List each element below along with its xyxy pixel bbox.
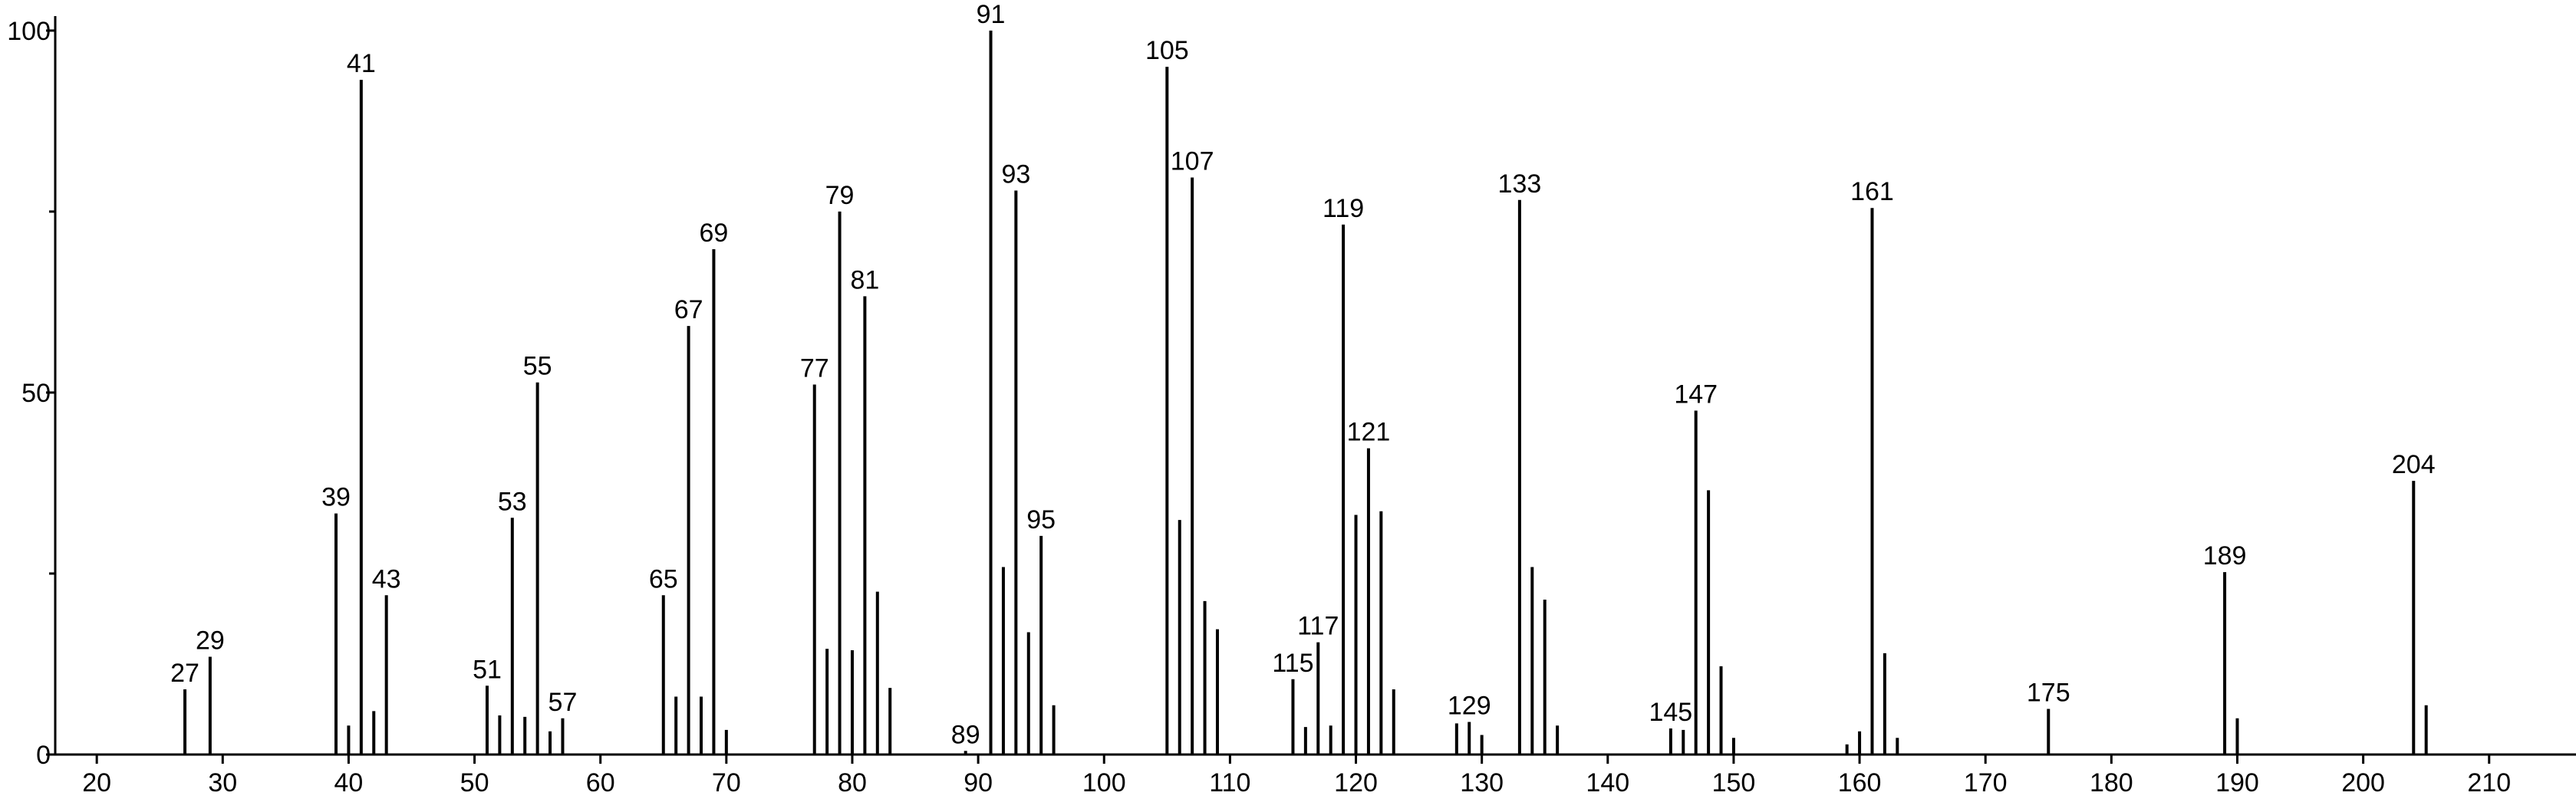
peak-label: 51 (473, 655, 502, 684)
x-tick-label: 190 (2215, 768, 2259, 797)
peak-label: 105 (1145, 36, 1189, 65)
peak-label: 175 (2027, 679, 2070, 708)
peak-label: 69 (700, 219, 729, 248)
x-tick-label: 50 (460, 768, 489, 797)
peak-label: 161 (1850, 177, 1894, 206)
peak-label: 133 (1498, 169, 1542, 199)
x-tick-label: 130 (1460, 768, 1504, 797)
x-tick-label: 20 (82, 768, 111, 797)
x-tick-label: 110 (1209, 768, 1250, 797)
x-tick-label: 100 (1082, 768, 1126, 797)
x-tick-label: 90 (964, 768, 993, 797)
peak-label: 93 (1001, 160, 1030, 189)
x-tick-label: 160 (1838, 768, 1882, 797)
x-tick-label: 180 (2090, 768, 2133, 797)
y-tick-label: 100 (7, 17, 51, 46)
y-tick-label: 0 (36, 741, 51, 770)
peak-label: 29 (196, 626, 225, 656)
x-tick-label: 60 (586, 768, 615, 797)
x-tick-label: 70 (712, 768, 741, 797)
x-tick-label: 140 (1586, 768, 1629, 797)
peak-label: 55 (523, 352, 552, 381)
peak-label: 77 (800, 354, 829, 383)
peak-label: 79 (825, 181, 855, 210)
peak-label: 41 (347, 49, 376, 78)
peak-label: 115 (1272, 649, 1313, 678)
x-tick-label: 30 (208, 768, 237, 797)
peak-label: 39 (321, 483, 351, 512)
x-tick-label: 40 (334, 768, 364, 797)
peak-label: 107 (1171, 147, 1214, 176)
x-tick-label: 80 (838, 768, 867, 797)
x-tick-label: 150 (1712, 768, 1756, 797)
peak-label: 67 (674, 295, 703, 324)
y-tick-label: 50 (21, 379, 51, 408)
peak-label: 65 (649, 564, 678, 593)
x-tick-label: 200 (2341, 768, 2385, 797)
peak-label: 117 (1297, 612, 1339, 641)
peak-label: 204 (2392, 450, 2436, 479)
peak-label: 91 (977, 0, 1006, 29)
peak-label: 81 (850, 265, 879, 294)
peak-label: 57 (548, 688, 578, 717)
peak-label: 53 (498, 487, 527, 516)
peak-label: 129 (1448, 692, 1491, 721)
peak-label: 145 (1649, 698, 1692, 727)
x-tick-label: 210 (2467, 768, 2511, 797)
x-tick-label: 170 (1964, 768, 2008, 797)
peak-label: 147 (1674, 380, 1718, 409)
peak-label: 119 (1323, 194, 1364, 223)
peak-label: 43 (372, 564, 401, 593)
peak-label: 27 (170, 659, 199, 688)
peak-label: 189 (2203, 541, 2247, 570)
peak-label: 121 (1347, 418, 1391, 447)
peak-label: 89 (951, 720, 980, 749)
x-tick-label: 120 (1334, 768, 1378, 797)
peak-label: 95 (1026, 505, 1056, 534)
